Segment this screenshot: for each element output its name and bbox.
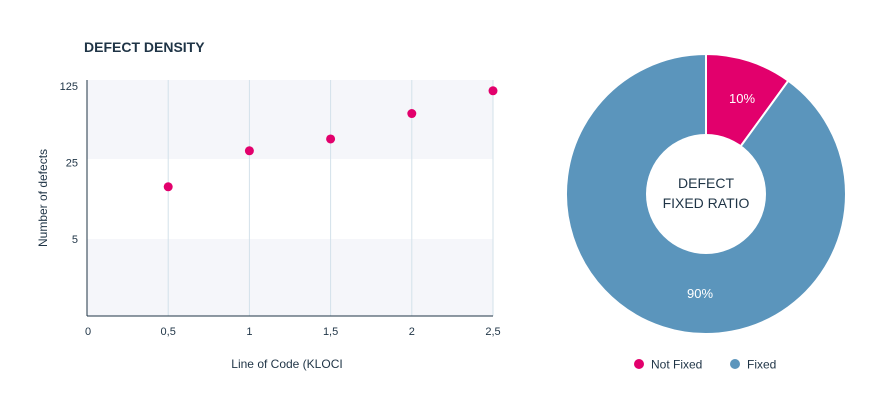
scatter-point — [163, 182, 173, 192]
plot-bands — [87, 80, 493, 316]
chart-title: DEFECT DENSITY — [84, 39, 205, 55]
plot-band-lower — [87, 239, 493, 316]
donut-chart: DEFECT FIXED RATIO 10% 90% Not Fixed Fixed — [565, 52, 847, 372]
x-tick-label: 0,5 — [161, 326, 176, 338]
legend-swatch — [634, 359, 644, 369]
scatter-points — [163, 86, 498, 192]
scatter-point — [326, 134, 336, 144]
y-tick-labels: 5 25 125 — [60, 81, 78, 246]
legend-label: Not Fixed — [651, 358, 702, 372]
x-tick-label: 0 — [85, 326, 91, 338]
vertical-gridlines — [167, 80, 494, 316]
slice-label: 90% — [687, 286, 713, 301]
scatter-point — [244, 146, 254, 156]
x-tick-label: 2,5 — [485, 326, 500, 338]
donut-slice-labels: 10% 90% — [687, 91, 755, 301]
y-tick-label: 5 — [72, 234, 78, 246]
legend-swatch — [730, 359, 740, 369]
legend: Not Fixed Fixed — [634, 358, 776, 372]
scatter-point — [488, 86, 498, 96]
x-tick-labels: 0 0,5 1 1,5 2 2,5 — [85, 326, 501, 338]
scatter-point — [407, 109, 417, 119]
y-axis-label: Number of defects — [36, 149, 50, 247]
slice-label: 10% — [729, 91, 755, 106]
donut-center-label-line-1: DEFECT — [678, 175, 734, 191]
y-tick-label: 125 — [60, 81, 78, 93]
y-tick-label: 25 — [66, 158, 78, 170]
x-tick-label: 1 — [246, 326, 252, 338]
plot-band-upper — [87, 80, 493, 159]
legend-label: Fixed — [747, 358, 776, 372]
donut-hole — [646, 134, 766, 254]
legend-item: Not Fixed — [634, 358, 702, 372]
scatter-chart: DEFECT DENSITY 0 0,5 1 1,5 2 2,5 5 25 125 Numbe… — [36, 39, 501, 371]
x-tick-label: 1,5 — [323, 326, 338, 338]
x-tick-label: 2 — [409, 326, 415, 338]
donut-center-label-line-2: FIXED RATIO — [663, 195, 750, 211]
legend-item: Fixed — [730, 358, 776, 372]
x-axis-label: Line of Code (KLOCI — [231, 357, 342, 371]
